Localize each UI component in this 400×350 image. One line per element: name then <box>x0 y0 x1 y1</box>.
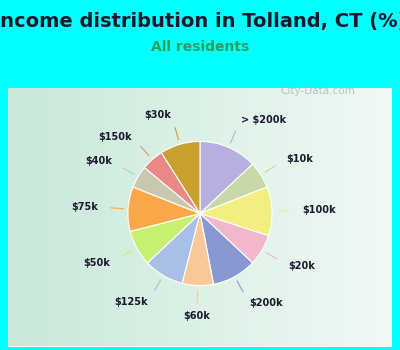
Wedge shape <box>144 153 200 214</box>
Wedge shape <box>148 214 200 283</box>
Wedge shape <box>200 187 272 236</box>
Text: City-Data.com: City-Data.com <box>280 86 355 96</box>
Text: $100k: $100k <box>302 205 336 215</box>
Wedge shape <box>130 214 200 263</box>
Text: Income distribution in Tolland, CT (%): Income distribution in Tolland, CT (%) <box>0 12 400 31</box>
Wedge shape <box>128 187 200 231</box>
Text: $40k: $40k <box>85 156 112 166</box>
Wedge shape <box>200 164 267 214</box>
Wedge shape <box>200 141 252 214</box>
Wedge shape <box>133 168 200 214</box>
Text: $20k: $20k <box>288 261 315 271</box>
Wedge shape <box>182 214 214 286</box>
Text: $50k: $50k <box>84 258 110 268</box>
Text: $150k: $150k <box>99 132 132 142</box>
Text: All residents: All residents <box>151 40 249 54</box>
Wedge shape <box>200 214 252 284</box>
Text: $60k: $60k <box>183 311 210 321</box>
Text: $10k: $10k <box>286 154 313 164</box>
Wedge shape <box>161 141 200 214</box>
Text: > $200k: > $200k <box>241 114 286 125</box>
Text: $75k: $75k <box>71 202 98 212</box>
Text: $125k: $125k <box>114 296 148 307</box>
Text: $30k: $30k <box>144 110 172 120</box>
Wedge shape <box>200 214 268 263</box>
Text: $200k: $200k <box>249 298 283 308</box>
